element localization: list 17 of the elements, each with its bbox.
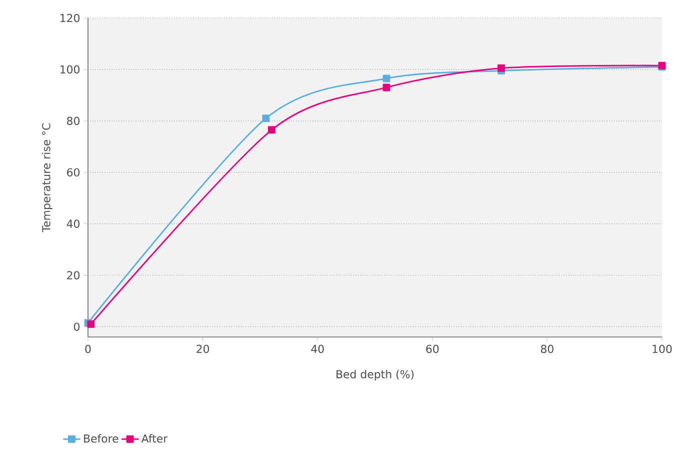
x-axis-title: Bed depth (%) — [336, 370, 414, 380]
legend-label: After — [141, 434, 168, 443]
y-tick-label: 40 — [66, 220, 80, 228]
x-tick-label: 80 — [540, 344, 554, 354]
y-tick-label: 60 — [67, 168, 80, 176]
y-tick-label: 80 — [67, 116, 80, 126]
x-tick-label: 60 — [426, 344, 439, 354]
legend-label: Before — [84, 434, 118, 443]
x-tick-label: 40 — [311, 344, 324, 354]
y-tick-label: 20 — [67, 271, 80, 280]
y-tick-label: 100 — [60, 65, 80, 74]
y-axis-title: Temperature rise °C — [42, 123, 52, 232]
y-tick-label: 120 — [60, 14, 80, 22]
y-tick-label: 0 — [74, 322, 80, 331]
x-tick-label: 20 — [196, 344, 210, 354]
x-tick-label: 100 — [652, 344, 672, 354]
x-tick-label: 0 — [85, 344, 91, 354]
